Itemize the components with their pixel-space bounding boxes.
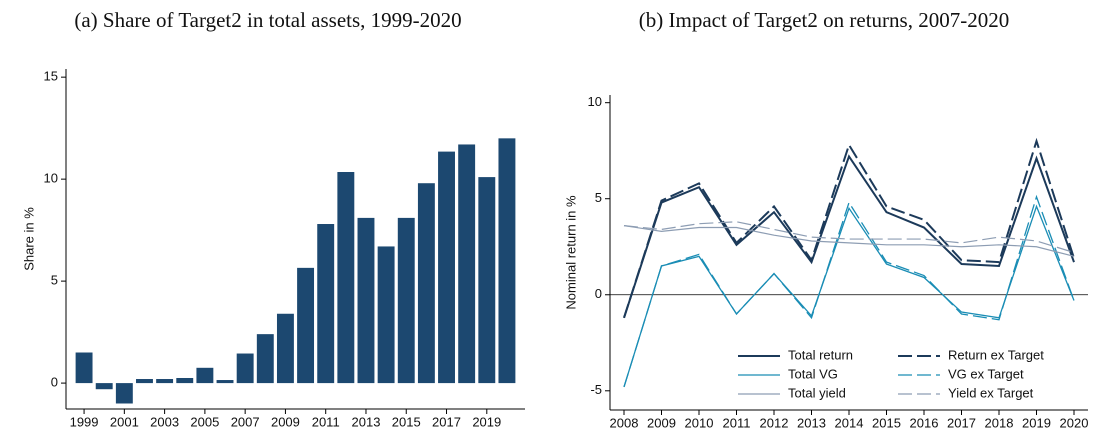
x-tick-label: 2009 xyxy=(271,414,300,429)
bar xyxy=(297,267,315,384)
bar xyxy=(438,151,455,384)
y-tick-label: 0 xyxy=(51,375,58,390)
x-tick-label: 2017 xyxy=(432,414,461,429)
x-tick-label: 2008 xyxy=(610,415,639,430)
x-tick-label: 2020 xyxy=(1060,415,1089,430)
x-tick-label: 2013 xyxy=(797,415,826,430)
line-series xyxy=(623,154,1075,319)
x-tick-label: 2012 xyxy=(760,415,789,430)
bar xyxy=(95,383,113,390)
x-tick-label: 2003 xyxy=(150,414,179,429)
bar xyxy=(458,144,476,384)
bar xyxy=(357,217,375,384)
chart-title: (a) Share of Target2 in total assets, 19… xyxy=(74,8,461,32)
y-tick-label: -5 xyxy=(590,382,602,397)
legend-label: Yield ex Target xyxy=(948,385,1034,400)
x-tick-label: 2010 xyxy=(685,415,714,430)
line-series xyxy=(623,194,1075,388)
bar xyxy=(397,217,415,384)
line-series xyxy=(623,137,1075,319)
x-tick-label: 2009 xyxy=(647,415,676,430)
x-tick-label: 2019 xyxy=(1022,415,1051,430)
y-tick-label: 10 xyxy=(588,94,602,109)
x-tick-label: 2015 xyxy=(872,415,901,430)
bar xyxy=(498,138,516,384)
line-series xyxy=(623,225,1075,257)
y-tick-label: 5 xyxy=(51,273,58,288)
x-tick-label: 2015 xyxy=(392,414,421,429)
bar xyxy=(136,379,153,384)
legend-label: Return ex Target xyxy=(948,347,1044,362)
bar xyxy=(377,246,395,384)
bar xyxy=(417,183,435,384)
y-axis-label: Nominal return in % xyxy=(563,195,578,310)
y-tick-label: 15 xyxy=(44,69,58,84)
legend-label: Total return xyxy=(788,347,853,362)
x-tick-label: 2013 xyxy=(352,414,381,429)
x-tick-label: 2016 xyxy=(910,415,939,430)
legend-label: Total VG xyxy=(788,366,838,381)
x-tick-label: 2011 xyxy=(723,415,751,430)
bar xyxy=(216,380,234,384)
bar xyxy=(337,171,355,384)
x-tick-label: 2001 xyxy=(110,414,139,429)
bar xyxy=(176,377,194,384)
x-tick-label: 2018 xyxy=(985,415,1014,430)
y-tick-label: 5 xyxy=(595,190,602,205)
bar xyxy=(478,177,496,384)
x-tick-label: 2005 xyxy=(190,414,219,429)
legend-label: VG ex Target xyxy=(948,366,1024,381)
y-tick-label: 0 xyxy=(595,286,602,301)
x-tick-label: 2014 xyxy=(835,415,864,430)
bar xyxy=(115,383,133,404)
bar xyxy=(276,313,294,384)
y-tick-label: 10 xyxy=(44,171,58,186)
chart-title: (b) Impact of Target2 on returns, 2007-2… xyxy=(639,8,1009,32)
bar xyxy=(256,334,274,384)
bar xyxy=(156,379,174,384)
bar xyxy=(317,224,335,384)
x-tick-label: 2011 xyxy=(312,414,340,429)
x-tick-label: 2019 xyxy=(472,414,501,429)
bar xyxy=(75,352,93,384)
x-tick-label: 1999 xyxy=(70,414,99,429)
x-tick-label: 2017 xyxy=(947,415,976,430)
x-tick-label: 2007 xyxy=(231,414,260,429)
y-axis-label: Share in % xyxy=(21,207,36,271)
bar xyxy=(236,353,254,384)
legend-label: Total yield xyxy=(788,385,846,400)
bar xyxy=(196,367,214,384)
